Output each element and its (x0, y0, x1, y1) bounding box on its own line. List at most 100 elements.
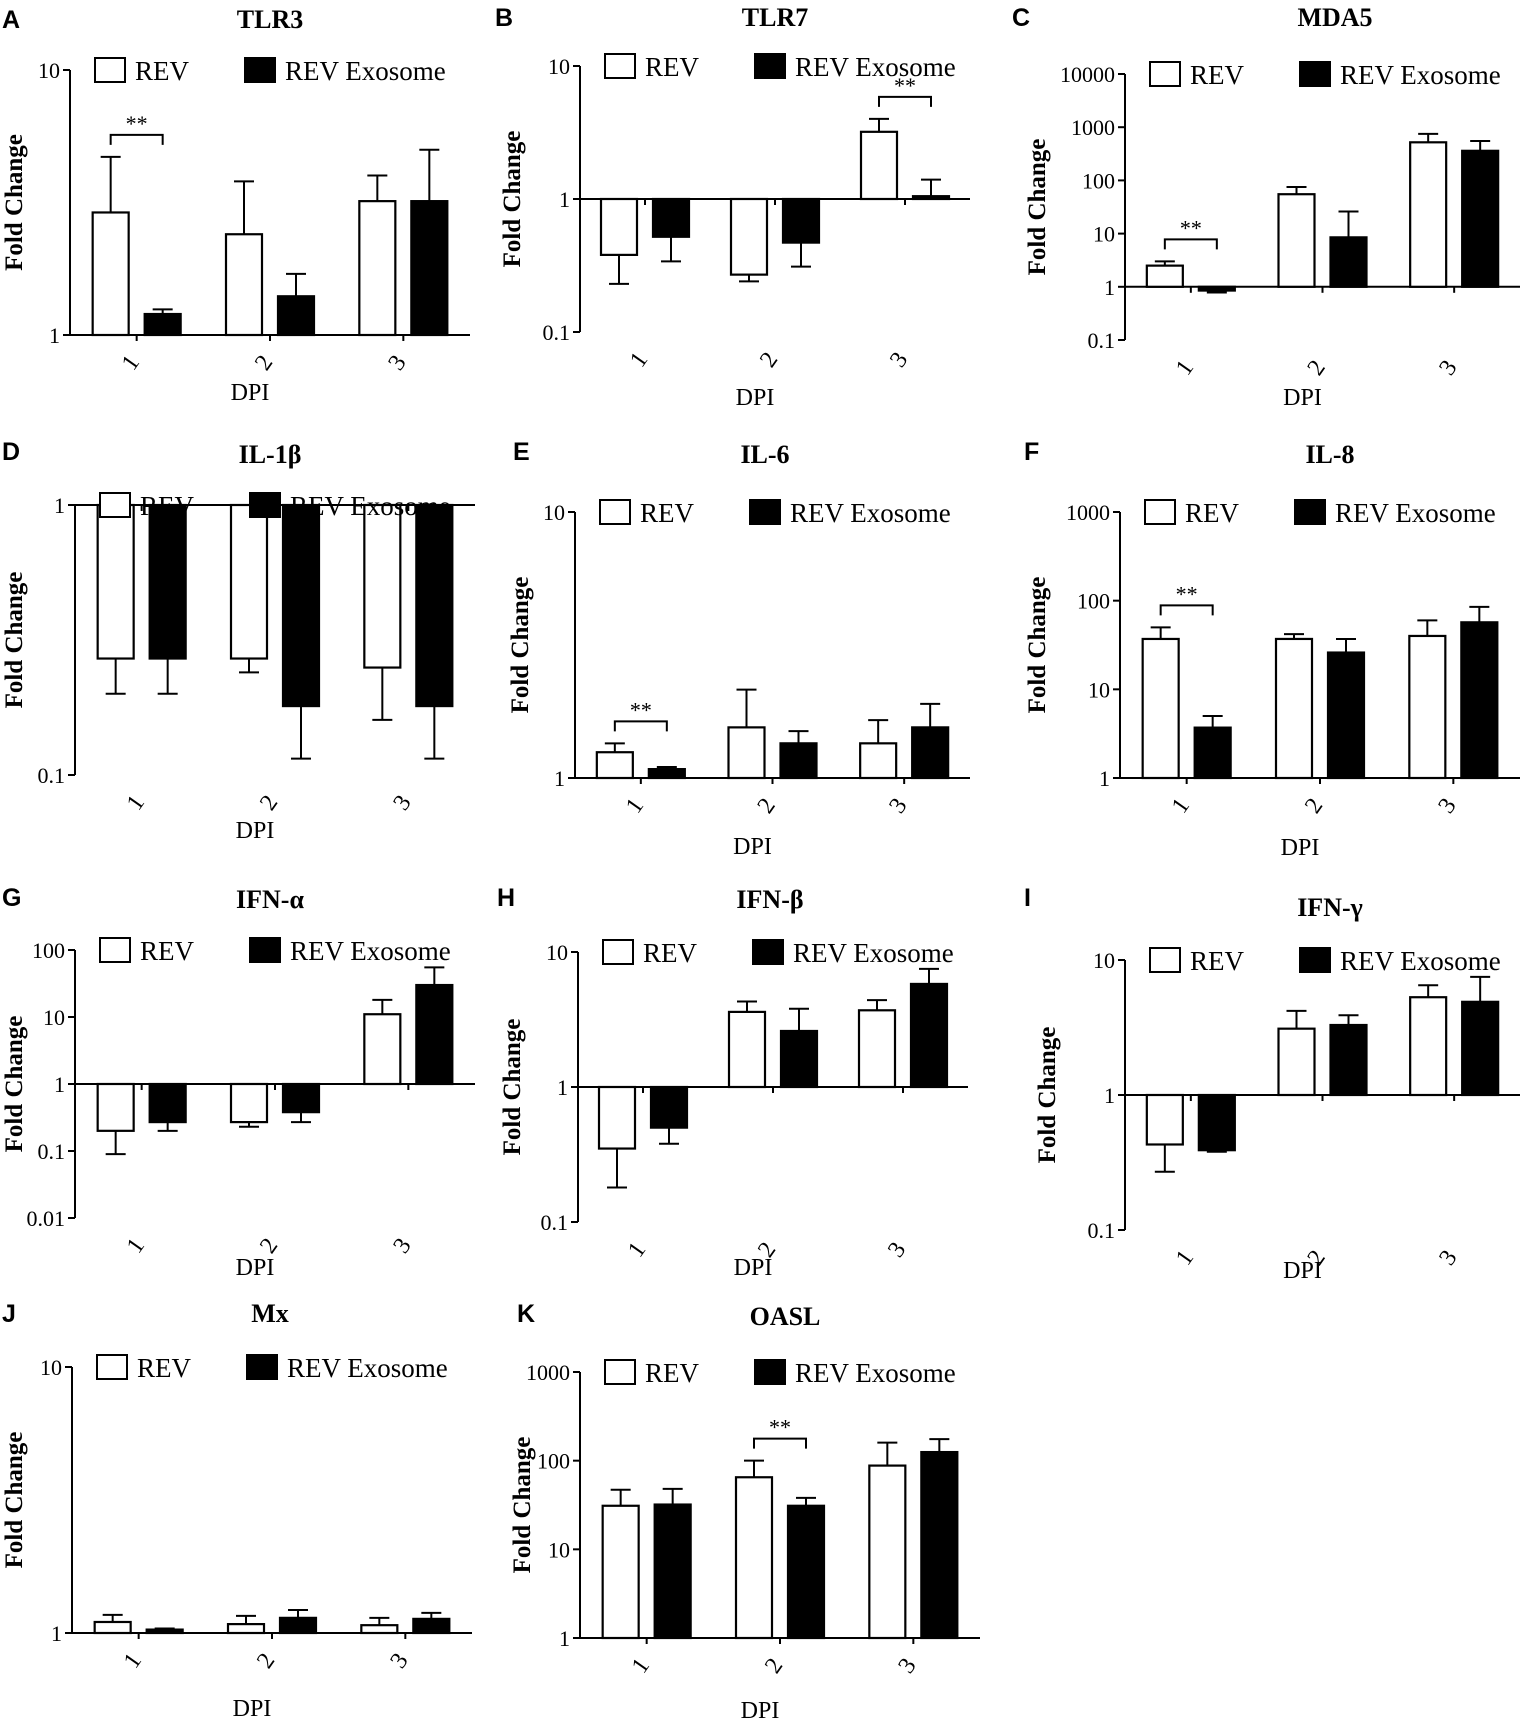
y-axis-label: Fold Change (1024, 577, 1051, 714)
bar-d-rev-dpi1 (96, 503, 135, 660)
x-tick-label: 2 (753, 794, 781, 819)
y-axis-label: Fold Change (1, 1432, 28, 1569)
y-tick-label: 10 (548, 54, 570, 79)
x-tick-label: 1 (122, 1234, 150, 1259)
panel-b: B TLR7 0.1 1 10 Fold Change 1 2 3 ** DPI REV REV Exo… (495, 3, 970, 411)
significance-bracket (878, 95, 932, 107)
x-tick-label: 1 (122, 791, 150, 816)
panel-letter: B (495, 4, 513, 32)
panel-e: E IL-6 1 10 Fold Change 1 ** 2 3 DPI REV REV Exosom… (507, 438, 970, 860)
y-tick-label: 1 (54, 1072, 65, 1097)
bar-c-rev-dpi3 (1409, 141, 1448, 288)
legend-swatch-rev (599, 499, 631, 525)
legend-label-rev: REV (140, 491, 195, 521)
y-tick-label: 100 (32, 938, 65, 963)
x-tick-label: 1 (117, 351, 145, 376)
legend-label-exosome: REV Exosome (287, 1353, 448, 1383)
panel-letter: E (513, 438, 530, 466)
bar-g-rev-dpi1 (96, 1082, 135, 1132)
y-axis-label: Fold Change (1, 1016, 28, 1153)
bar-j-exosome-dpi1 (145, 1628, 184, 1635)
x-tick-label: 3 (1434, 794, 1462, 819)
y-tick-label: 1000 (526, 1360, 570, 1385)
x-tick-label: 3 (1434, 1246, 1462, 1271)
y-tick-label: 1000 (1071, 115, 1115, 140)
bar-c-rev-dpi2 (1277, 193, 1316, 288)
y-tick-label: 0.1 (541, 1210, 569, 1235)
x-axis-label: DPI (236, 818, 275, 844)
bar-k-exosome-dpi3 (920, 1450, 959, 1640)
legend-label-rev: REV (1190, 946, 1245, 976)
y-tick-label: 10000 (1060, 62, 1115, 87)
legend-label-rev: REV (643, 938, 698, 968)
bar-g-exosome-dpi2 (281, 1082, 321, 1114)
significance-bracket (1159, 604, 1214, 616)
panel-k: K OASL 1 10 100 1000 Fold Change 1 2 ** 3 DPI REV REV… (509, 1300, 980, 1724)
significance-label: ** (1176, 581, 1198, 606)
legend-label-exosome: REV Exosome (1340, 60, 1501, 90)
y-axis-label: Fold Change (509, 1437, 536, 1574)
legend-swatch-rev (604, 1359, 636, 1385)
x-tick-label: 1 (1171, 356, 1199, 381)
x-tick-label: 1 (119, 1649, 147, 1674)
bar-i-rev-dpi3 (1409, 996, 1448, 1097)
y-tick-label: 10 (1088, 677, 1110, 702)
legend-swatch-exosome (1299, 947, 1331, 973)
chart-title: IFN-α (236, 885, 304, 914)
legend-swatch-exosome (246, 1354, 278, 1380)
x-tick-label: 3 (1434, 356, 1462, 381)
y-tick-label: 1 (554, 766, 565, 791)
legend-swatch-rev (94, 57, 126, 83)
bar-i-exosome-dpi3 (1461, 1000, 1500, 1097)
y-tick-label: 10 (43, 1005, 65, 1030)
panel-c: C MDA5 0.1 1 10 100 1000 10000 Fold Change 1 ** 2 3 D… (1012, 3, 1520, 411)
y-axis-label: Fold Change (499, 131, 526, 268)
significance-bracket (1163, 238, 1218, 250)
bar-h-exosome-dpi1 (649, 1085, 689, 1129)
bar-e-exosome-dpi3 (911, 726, 950, 780)
legend-label-exosome: REV Exosome (290, 491, 451, 521)
x-axis-label: DPI (741, 1698, 780, 1720)
legend-label-exosome: REV Exosome (795, 1358, 956, 1388)
x-tick-label: 3 (894, 1654, 922, 1679)
y-tick-label: 1 (49, 323, 60, 348)
bar-d-exosome-dpi2 (281, 503, 321, 708)
significance-label: ** (894, 73, 916, 98)
legend-swatch-rev (99, 492, 131, 518)
panel-f: F IL-8 1 10 100 1000 Fold Change 1 ** 2 3 DPI REV REV… (1024, 438, 1520, 861)
panel-letter: K (517, 1300, 535, 1328)
legend-swatch-exosome (1294, 499, 1326, 525)
bar-f-exosome-dpi3 (1460, 621, 1499, 780)
legend-label-exosome: REV Exosome (1340, 946, 1501, 976)
bar-a-rev-dpi3 (358, 200, 397, 337)
y-axis-label: Fold Change (507, 577, 534, 714)
legend-swatch-exosome (249, 937, 281, 963)
y-tick-label: 1 (1104, 1083, 1115, 1108)
bar-g-rev-dpi3 (363, 1013, 402, 1086)
significance-label: ** (769, 1415, 791, 1440)
y-tick-label: 0.1 (1088, 328, 1116, 353)
bar-f-exosome-dpi1 (1193, 726, 1232, 780)
bar-e-rev-dpi3 (859, 742, 898, 780)
y-tick-label: 0.1 (1088, 1218, 1116, 1243)
legend-label-rev: REV (1185, 498, 1240, 528)
chart-title: MDA5 (1297, 3, 1372, 32)
bar-b-exosome-dpi2 (781, 197, 821, 244)
bar-h-rev-dpi2 (727, 1010, 767, 1089)
bar-j-rev-dpi2 (226, 1623, 266, 1635)
bar-a-rev-dpi2 (224, 233, 264, 337)
x-tick-label: 3 (389, 1234, 417, 1259)
bar-f-rev-dpi3 (1408, 634, 1447, 780)
chart-title: OASL (750, 1302, 821, 1331)
x-axis-label: DPI (1281, 835, 1320, 861)
bar-j-rev-dpi3 (360, 1624, 399, 1635)
y-tick-label: 1 (557, 1075, 568, 1100)
legend-swatch-rev (1149, 61, 1181, 87)
panel-letter: J (2, 1300, 16, 1328)
legend-swatch-rev (99, 937, 131, 963)
panel-d: D IL-1β 0.1 1 Fold Change 1 2 3 DPI REV REV Exosom… (1, 438, 475, 844)
x-tick-label: 3 (883, 1238, 911, 1263)
